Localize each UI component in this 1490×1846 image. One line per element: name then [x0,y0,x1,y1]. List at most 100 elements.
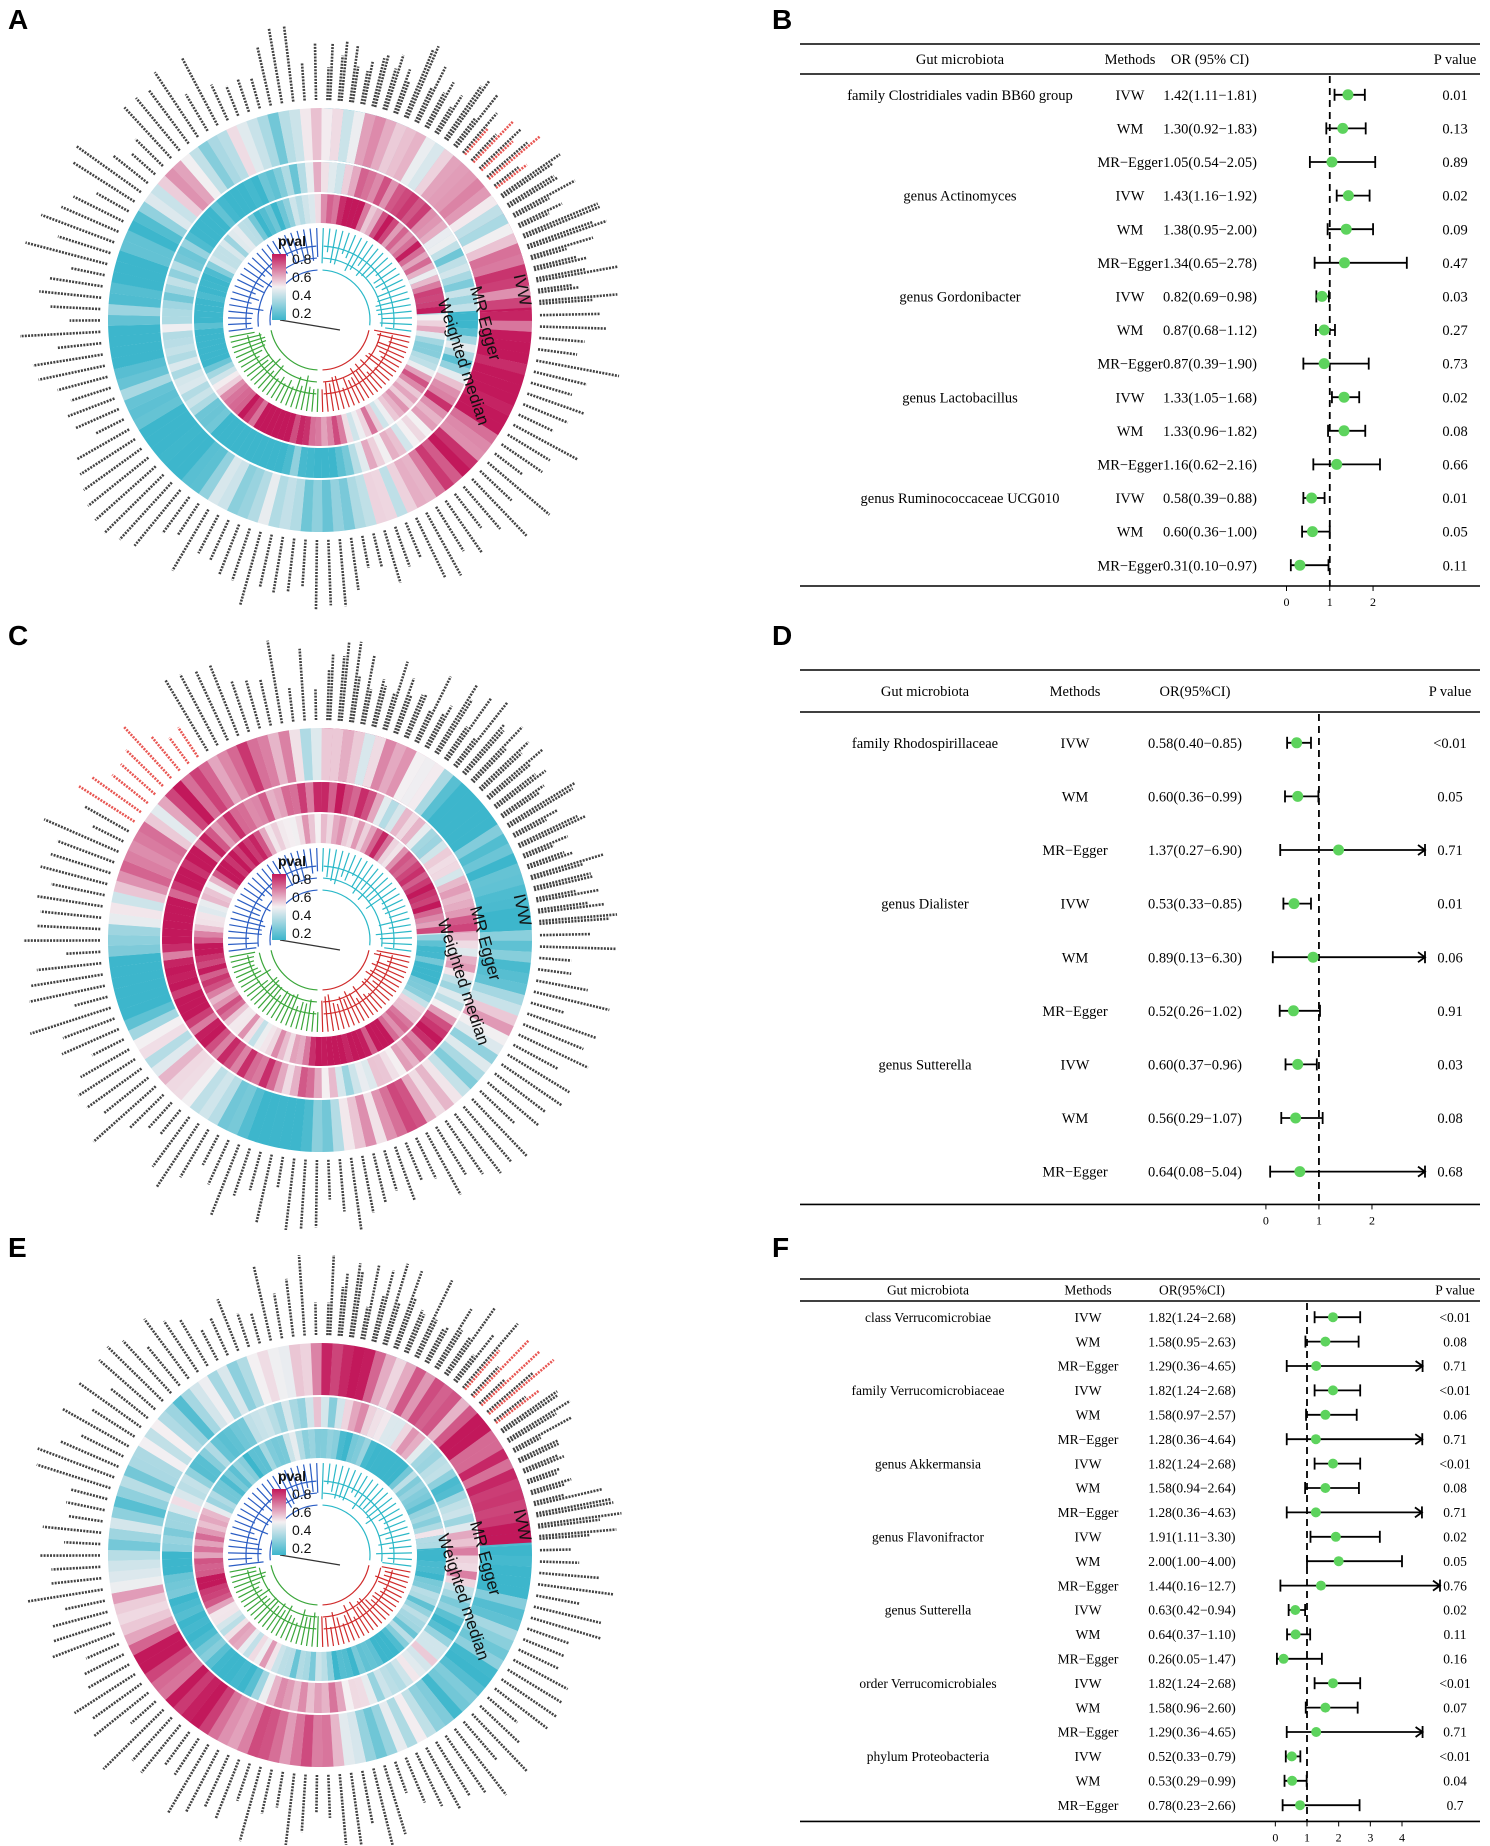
tree-branch [302,849,308,869]
heat-cell [433,1046,479,1090]
tree-branch [235,344,266,359]
or-point [1338,425,1350,437]
heat-cell [384,226,410,252]
heat-cell [200,272,231,289]
heat-cell [289,478,306,532]
heat-cell [413,906,444,920]
heat-cell [237,1013,261,1040]
heat-cell [181,1060,222,1108]
heat-cell [350,200,366,230]
heat-cell [243,1051,264,1082]
heat-cell [232,1459,257,1486]
heat-cell [222,1040,247,1070]
heat-cell [446,953,478,966]
heat-cell [223,1469,250,1493]
heat-cell [337,729,355,783]
heat-cell [184,1466,214,1489]
heat-cell [384,1461,410,1487]
tree-branch [372,1595,394,1612]
heat-cell [434,992,465,1012]
heat-cell [227,849,253,874]
tree-branch [243,1588,271,1608]
row-method: WM [1076,1408,1101,1423]
taxon-label-mark [122,725,173,779]
heat-cell [390,1043,414,1073]
heat-cell [243,1666,264,1697]
heat-cell [229,1659,253,1690]
heat-cell [253,1637,273,1666]
x-axis-tick-label: 0 [1272,1830,1278,1842]
or-point [1320,1409,1331,1420]
legend-tick-label: 0.2 [292,925,312,941]
heat-cell [410,350,440,366]
taxon-label-mark [372,1768,394,1845]
heat-cell [449,406,499,445]
tree-branch [326,228,331,253]
heat-cell [338,477,356,531]
heat-cell [163,911,195,924]
heat-cell [476,1580,530,1600]
taxon-label-mark [78,785,136,823]
taxon-label-mark [455,94,499,149]
or-point [1315,1580,1326,1591]
heat-cell [360,406,379,435]
heat-cell [208,874,237,895]
heat-cell [165,1664,210,1708]
taxon-label-mark [351,1271,364,1338]
heat-cell [210,820,236,849]
taxon-label-mark [507,1668,563,1704]
tree-branch [277,857,294,886]
taxon-label-mark [151,1116,191,1168]
tree-branch [251,257,277,280]
heat-cell [404,983,433,1003]
taxon-label-mark [512,179,576,216]
taxon-label-mark [143,1318,190,1380]
heat-cell [215,244,243,266]
taxon-label-mark [535,1594,580,1605]
taxon-label-mark [414,709,432,743]
heat-cell [176,865,208,886]
taxon-label-mark [435,1126,467,1176]
tree-branch [366,371,383,389]
taxon-label-mark [512,1043,559,1070]
tree-root [279,939,341,951]
heat-cell [338,1097,356,1151]
heat-cell [360,1059,378,1090]
heat-cell [278,476,298,530]
heat-cell [410,1025,438,1052]
heat-cell [414,1528,445,1540]
row-p-value: <0.01 [1433,736,1467,752]
taxon-label-mark [480,752,523,792]
heat-cell [199,402,227,429]
taxon-label-mark [123,106,173,159]
row-method: MR−Egger [1058,1798,1119,1813]
heat-cell [264,407,282,436]
heat-cell [108,912,162,928]
heat-cell [381,391,405,418]
taxon-label-mark [29,1006,112,1036]
taxon-label-mark [284,1278,295,1337]
heat-cell [445,1521,476,1535]
row-p-value: 0.71 [1443,1359,1467,1374]
heat-cell [236,1048,258,1079]
taxon-label-mark [326,669,331,721]
heat-cell [347,785,362,817]
heat-cell [403,1491,433,1511]
heat-cell [430,1475,461,1497]
tree-branch [321,1616,324,1647]
tree-branch [378,350,402,364]
tree-branch [376,285,406,298]
tree-arc [245,1480,317,1563]
taxon-label-mark [395,81,411,115]
tree-branch [350,377,365,401]
taxon-label-mark [539,945,616,951]
heat-cell [414,1383,454,1431]
heat-cell [377,1453,400,1480]
heat-cell [472,361,525,386]
or-point [1331,458,1343,470]
row-p-value: 0.02 [1443,1603,1467,1618]
row-taxon: order Verrucomicrobiales [859,1676,996,1691]
taxon-label-mark [29,984,106,1004]
heat-cell [282,1647,297,1678]
heat-cell [119,239,172,268]
